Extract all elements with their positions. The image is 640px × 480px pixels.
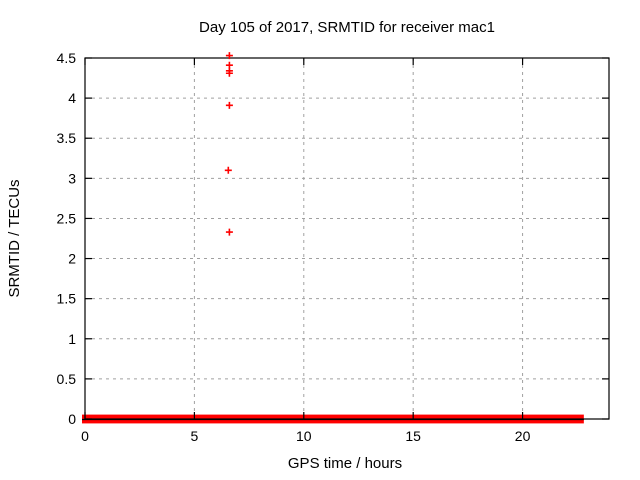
data-point-plus-marker <box>224 166 232 174</box>
plot-border-and-ticks <box>84 57 610 420</box>
y-tick-label: 1.5 <box>57 291 77 307</box>
plot-border <box>84 57 610 420</box>
y-axis-label: SRMTID / TECUs <box>6 179 23 297</box>
chart-title: Day 105 of 2017, SRMTID for receiver mac… <box>199 19 495 36</box>
data-point-plus-marker <box>225 69 233 77</box>
y-tick-label: 0 <box>68 411 76 427</box>
data-point-plus-marker <box>225 101 233 109</box>
y-tick-label: 4 <box>68 90 76 106</box>
data-point-plus-marker <box>225 228 233 236</box>
y-tick-label: 1 <box>68 331 76 347</box>
x-tick-label: 15 <box>405 428 421 444</box>
x-tick-label: 5 <box>190 428 198 444</box>
x-tick-label: 20 <box>515 428 531 444</box>
y-tick-label: 3 <box>68 170 76 186</box>
y-tick-label: 2.5 <box>57 210 77 226</box>
y-tick-label: 3.5 <box>57 130 77 146</box>
tick-labels: 0 5 10 15 20 0 0.5 1 1.5 2 2.5 3 3.5 4 4.5 <box>57 50 531 444</box>
y-tick-label: 0.5 <box>57 371 77 387</box>
y-tick-label: 2 <box>68 251 76 267</box>
data-point-plus-marker <box>225 52 233 60</box>
x-tick-label: 10 <box>296 428 312 444</box>
x-tick-label: 0 <box>81 428 89 444</box>
x-axis-label: GPS time / hours <box>288 455 402 472</box>
data-points <box>224 52 233 236</box>
y-tick-label: 4.5 <box>57 50 77 66</box>
gridlines <box>85 58 609 419</box>
